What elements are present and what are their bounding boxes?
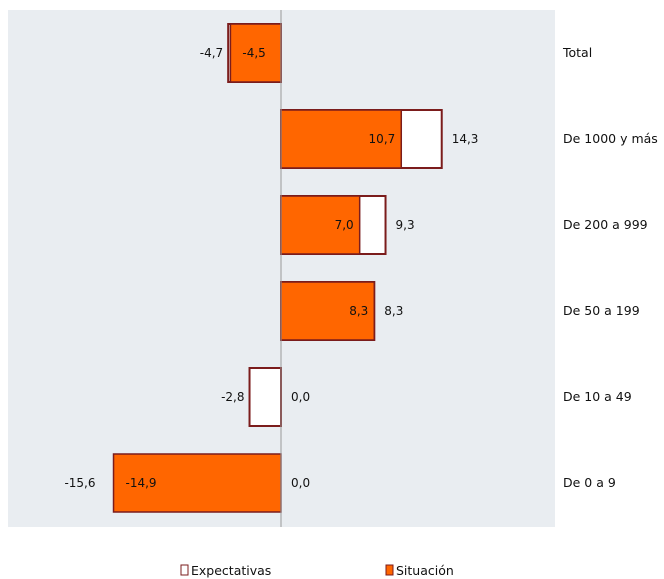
data-label-expectativas: -2,8 bbox=[221, 390, 244, 404]
data-label-expectativas: 8,3 bbox=[384, 304, 403, 318]
bar-situacion bbox=[112, 453, 282, 513]
category-label: De 0 a 9 bbox=[563, 475, 616, 490]
data-label-extra: -15,6 bbox=[64, 476, 95, 490]
category-label: De 1000 y más bbox=[563, 131, 658, 146]
category-label: Total bbox=[562, 45, 592, 60]
data-label-situacion: -4,5 bbox=[242, 46, 265, 60]
data-label-expectativas: 14,3 bbox=[452, 132, 479, 146]
data-label-situacion: -14,9 bbox=[126, 476, 157, 490]
data-label-extra: 0,0 bbox=[291, 390, 310, 404]
category-label: De 200 a 999 bbox=[563, 217, 648, 232]
bar-expectativas bbox=[248, 367, 282, 427]
bar-situacion bbox=[280, 195, 361, 255]
category-label: De 10 a 49 bbox=[563, 389, 632, 404]
data-label-situacion: 10,7 bbox=[369, 132, 396, 146]
data-label-expectativas: 0,0 bbox=[291, 476, 310, 490]
legend-swatch bbox=[385, 564, 394, 576]
bar-situacion bbox=[280, 109, 403, 169]
data-label-expectativas: -4,7 bbox=[200, 46, 223, 60]
category-label: De 50 a 199 bbox=[563, 303, 640, 318]
bar-situacion bbox=[229, 23, 282, 83]
data-label-situacion: 7,0 bbox=[335, 218, 354, 232]
category-labels-group: Total De 1000 y más De 200 a 999 De 50 a 19… bbox=[562, 45, 658, 490]
legend: Expectativas Situación bbox=[180, 563, 454, 578]
legend-swatch bbox=[180, 564, 189, 576]
legend-label: Expectativas bbox=[191, 563, 271, 578]
data-labels-group: -4,7 -4,5 14,3 10,7 9,3 7,0 8,3 8,3 -2,8 0,0 -14,9… bbox=[64, 46, 478, 490]
data-label-expectativas: 9,3 bbox=[396, 218, 415, 232]
data-label-situacion: 8,3 bbox=[349, 304, 368, 318]
legend-label: Situación bbox=[396, 563, 454, 578]
bars-group bbox=[112, 23, 443, 513]
